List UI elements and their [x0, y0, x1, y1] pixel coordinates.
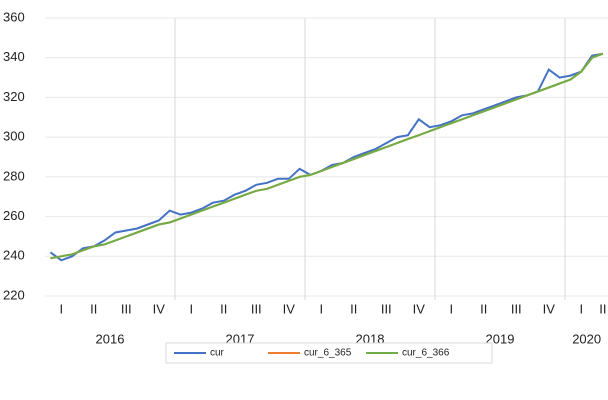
legend-label: cur	[210, 348, 225, 359]
x-tick-label: II	[220, 301, 227, 316]
year-label: 2016	[96, 331, 125, 346]
x-tick-label: IV	[543, 301, 556, 316]
x-tick-label: I	[579, 301, 583, 316]
x-tick-label: IV	[153, 301, 166, 316]
year-label: 2020	[572, 331, 601, 346]
x-tick-label: IV	[413, 301, 426, 316]
x-tick-label: II	[350, 301, 357, 316]
x-tick-label: III	[121, 301, 132, 316]
x-tick-label: I	[59, 301, 63, 316]
legend-label: cur_6_365	[304, 348, 352, 359]
y-tick-label: 220	[3, 287, 25, 302]
x-tick-label: I	[319, 301, 323, 316]
y-tick-label: 360	[3, 9, 25, 24]
line	[50, 52, 604, 260]
legend: cur cur_6_365 cur_6_366	[165, 342, 493, 364]
legend-label: cur_6_366	[402, 348, 450, 359]
x-tick-label: I	[189, 301, 193, 316]
legend-box	[165, 342, 493, 364]
y-tick-label: 340	[3, 49, 25, 64]
year-label: 2019	[486, 331, 515, 346]
y-tick-label: 240	[3, 248, 25, 263]
y-tick-label: 280	[3, 168, 25, 183]
line	[50, 52, 604, 260]
x-tick-label: III	[511, 301, 522, 316]
x-tick-label: IV	[283, 301, 296, 316]
y-tick-label: 300	[3, 129, 25, 144]
x-tick-label: II	[90, 301, 97, 316]
x-tick-label: I	[449, 301, 453, 316]
x-tick-label: II	[480, 301, 487, 316]
y-tick-label: 320	[3, 89, 25, 104]
line	[49, 52, 604, 262]
x-tick-label: III	[251, 301, 262, 316]
y-tick-label: 260	[3, 208, 25, 223]
x-tick-label: II	[599, 301, 606, 316]
x-tick-label: III	[381, 301, 392, 316]
